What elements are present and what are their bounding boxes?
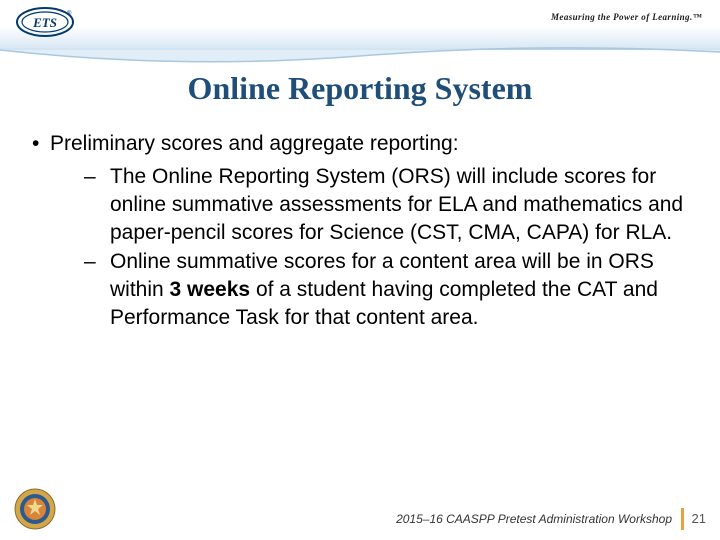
sub-bullet-item: Online summative scores for a content ar… xyxy=(84,248,695,331)
sub-bullet-item: The Online Reporting System (ORS) will i… xyxy=(84,163,695,246)
bullet-main: Preliminary scores and aggregate reporti… xyxy=(30,130,695,157)
tagline-text: Measuring the Power of Learning.™ xyxy=(551,12,702,22)
footer-divider xyxy=(681,508,684,530)
sub-bullet-list: The Online Reporting System (ORS) will i… xyxy=(30,163,695,331)
svg-text:ETS: ETS xyxy=(32,15,57,30)
sub-item-text-bold: 3 weeks xyxy=(170,278,251,301)
svg-text:®: ® xyxy=(67,10,72,17)
slide-title: Online Reporting System xyxy=(0,70,720,107)
state-seal-icon xyxy=(14,488,56,530)
footer-text: 2015–16 CAASPP Pretest Administration Wo… xyxy=(396,512,672,526)
header-band xyxy=(0,0,720,50)
ets-logo: ETS ® xyxy=(15,6,75,38)
sub-item-text-pre: The Online Reporting System (ORS) will i… xyxy=(110,165,683,243)
page-number: 21 xyxy=(692,511,706,526)
content-area: Preliminary scores and aggregate reporti… xyxy=(30,130,695,334)
